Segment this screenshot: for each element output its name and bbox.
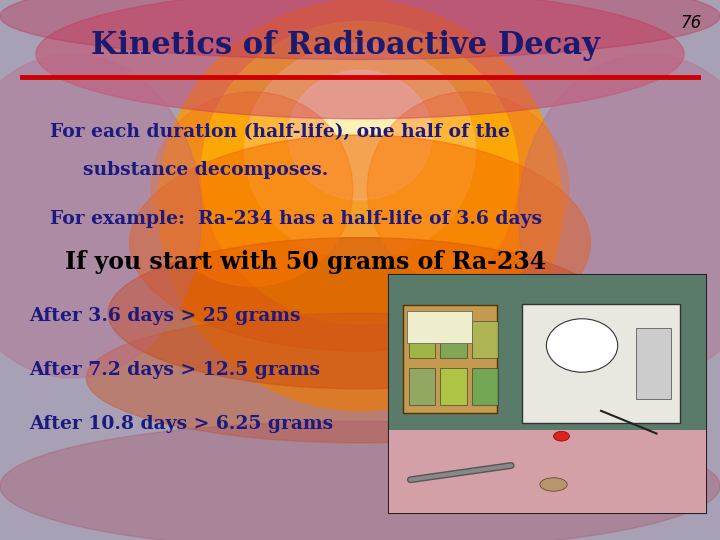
Bar	[389, 430, 706, 513]
Text: Kinetics of Radioactive Decay: Kinetics of Radioactive Decay	[91, 30, 600, 62]
Bar	[441, 321, 467, 357]
Text: For each duration (half-life), one half of the: For each duration (half-life), one half …	[50, 123, 510, 141]
Ellipse shape	[546, 319, 618, 372]
Ellipse shape	[158, 0, 562, 410]
Bar	[522, 304, 680, 423]
Bar	[472, 368, 498, 405]
Text: After 3.6 days > 25 grams: After 3.6 days > 25 grams	[29, 307, 300, 325]
Text: If you start with 50 grams of Ra-234: If you start with 50 grams of Ra-234	[65, 250, 546, 274]
Ellipse shape	[108, 238, 612, 389]
Bar	[403, 305, 497, 413]
Ellipse shape	[518, 54, 720, 378]
Bar	[636, 328, 671, 399]
Ellipse shape	[0, 0, 720, 59]
Text: 76: 76	[680, 14, 702, 31]
Ellipse shape	[86, 313, 634, 443]
Text: After 7.2 days > 12.5 grams: After 7.2 days > 12.5 grams	[29, 361, 320, 379]
Bar	[409, 321, 436, 357]
Bar	[389, 275, 706, 513]
Ellipse shape	[202, 22, 518, 324]
Text: After 10.8 days > 6.25 grams: After 10.8 days > 6.25 grams	[29, 415, 333, 433]
Bar	[441, 368, 467, 405]
Bar	[389, 275, 706, 430]
Ellipse shape	[367, 92, 569, 286]
Text: substance decomposes.: substance decomposes.	[83, 161, 328, 179]
Ellipse shape	[288, 70, 432, 200]
Bar	[407, 310, 472, 343]
Bar	[409, 368, 436, 405]
Ellipse shape	[0, 54, 202, 378]
Text: For example:  Ra-234 has a half-life of 3.6 days: For example: Ra-234 has a half-life of 3…	[50, 210, 542, 228]
Ellipse shape	[0, 421, 720, 540]
Bar	[472, 321, 498, 357]
Ellipse shape	[245, 43, 475, 259]
Ellipse shape	[36, 0, 684, 119]
Ellipse shape	[151, 92, 353, 286]
Ellipse shape	[130, 135, 590, 351]
Ellipse shape	[540, 478, 567, 491]
Ellipse shape	[554, 431, 570, 441]
